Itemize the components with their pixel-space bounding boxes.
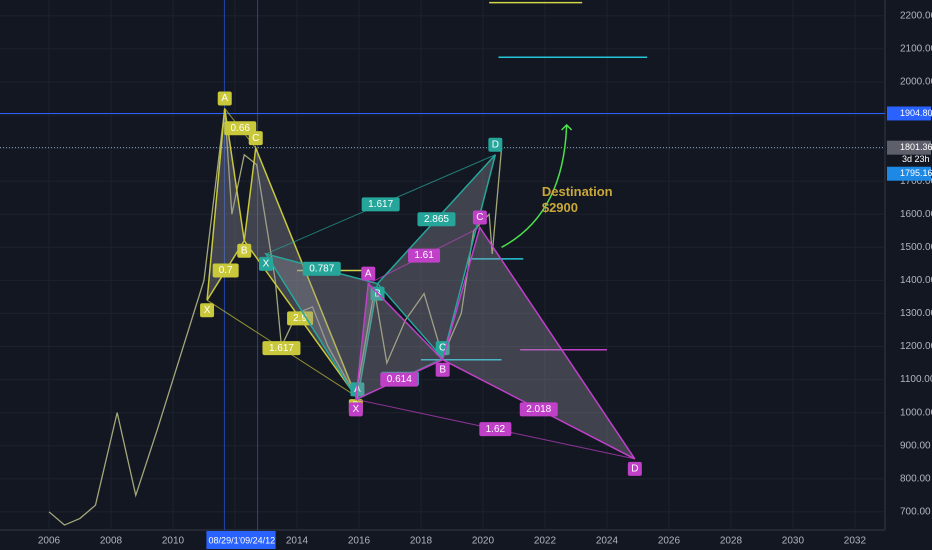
y-tick-label: 1200.00 [900, 341, 932, 352]
point-box [200, 303, 215, 318]
x-tick-label: 2006 [38, 536, 61, 547]
x-tick-label: 2020 [472, 536, 495, 547]
point-label: X [353, 404, 360, 415]
x-tick-label: 2014 [286, 536, 309, 547]
projection-arrow [501, 123, 573, 248]
ratio-box [262, 341, 301, 356]
point-label: B [241, 245, 248, 256]
x-tick-label: 2032 [844, 536, 867, 547]
y-tick-label: 1300.00 [900, 308, 932, 319]
date-marker-box [206, 531, 243, 549]
price-tag-label: 1801.36 [900, 142, 932, 152]
point-box [488, 137, 503, 152]
point-box [248, 131, 263, 146]
y-tick-label: 900.00 [900, 440, 931, 451]
y-tick-label: 1400.00 [900, 275, 932, 286]
point-box [237, 243, 252, 258]
x-tick-label: 2030 [782, 536, 805, 547]
y-tick-label: 1500.00 [900, 242, 932, 253]
point-label: D [631, 464, 638, 475]
date-marker-label: 08/29/1' [209, 535, 241, 545]
ratio-box [380, 372, 419, 387]
ratio-label: 1.617 [269, 343, 294, 354]
x-tick-label: 2024 [596, 536, 619, 547]
point-label: A [221, 93, 228, 104]
price-axis [885, 0, 932, 550]
x-tick-label: 2022 [534, 536, 557, 547]
ratio-label: 1.62 [486, 424, 506, 435]
ratio-label: 0.7 [219, 265, 233, 276]
price-tag [887, 166, 931, 181]
point-box [348, 402, 363, 417]
point-label: D [492, 139, 499, 150]
date-marker-label: 09/24/12 [240, 535, 275, 545]
point-box [361, 266, 376, 281]
x-tick-label: 2008 [100, 536, 123, 547]
ratio-label: 1.617 [368, 199, 393, 210]
ratio-box [479, 422, 512, 437]
ratio-box [287, 311, 314, 326]
point-label: A [365, 268, 372, 279]
ratio-box [417, 212, 456, 227]
price-tag [887, 140, 931, 155]
point-label: C [252, 133, 259, 144]
ratio-label: 2.9 [293, 313, 307, 324]
x-tick-label: 2016 [348, 536, 371, 547]
point-box [627, 461, 642, 476]
ratio-box [519, 402, 558, 417]
point-label: C [439, 343, 446, 354]
y-tick-label: 800.00 [900, 473, 931, 484]
ratio-label: 0.614 [387, 374, 412, 385]
price-tag-label: 1904.80 [900, 108, 932, 118]
y-tick-label: 2000.00 [900, 77, 932, 88]
ratio-box [302, 261, 341, 276]
annotation-text: Destination [542, 184, 613, 199]
x-tick-label: 2018 [410, 536, 433, 547]
price-tag [887, 106, 931, 121]
ratio-box [212, 263, 239, 278]
ratio-label: 1.61 [414, 250, 434, 261]
y-tick-label: 1000.00 [900, 407, 932, 418]
ratio-label: 2.018 [526, 404, 551, 415]
point-box [258, 256, 273, 271]
x-tick-label: 2010 [162, 536, 185, 547]
x-tick-label: 2026 [658, 536, 681, 547]
countdown: 3d 23h [902, 154, 930, 164]
point-box [472, 210, 487, 225]
point-label: C [476, 212, 483, 223]
point-label: X [263, 259, 270, 270]
y-tick-label: 2200.00 [900, 11, 932, 22]
y-tick-label: 1700.00 [900, 176, 932, 187]
x-tick-label: 2028 [720, 536, 743, 547]
date-marker-box [239, 531, 276, 549]
point-label: B [439, 364, 446, 375]
annotation-text: $2900 [542, 200, 578, 215]
point-box [217, 91, 232, 106]
y-tick-label: 700.00 [900, 506, 931, 517]
y-tick-label: 2100.00 [900, 44, 932, 55]
y-tick-label: 1600.00 [900, 209, 932, 220]
ratio-box [224, 121, 257, 136]
y-tick-label: 1100.00 [900, 374, 932, 385]
price-tag-label: 1795.16 [900, 168, 932, 178]
point-label: X [204, 305, 211, 316]
ratio-label: 2.865 [424, 214, 449, 225]
point-box [435, 362, 450, 377]
ratio-box [408, 248, 441, 263]
ratio-label: 0.66 [231, 123, 251, 134]
ratio-box [361, 197, 400, 212]
ratio-label: 0.787 [309, 263, 334, 274]
